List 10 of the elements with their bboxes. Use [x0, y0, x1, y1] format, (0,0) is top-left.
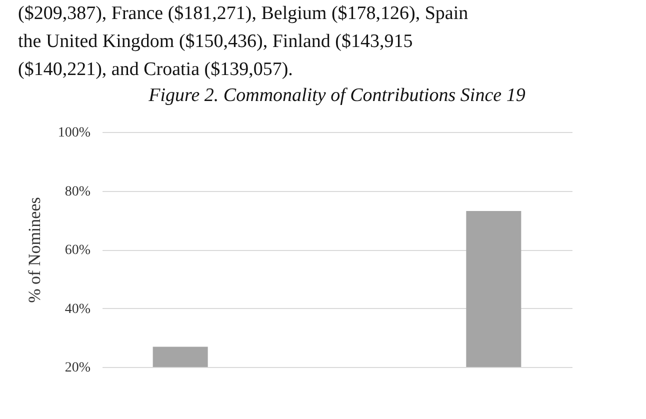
y-tick-label: 40%	[64, 302, 91, 317]
y-tick-label: 100%	[58, 126, 91, 140]
y-tick-label: 60%	[64, 243, 91, 258]
text: the United Kingdom ($150,436), Finland ($143,915	[18, 30, 414, 54]
chart-title: Figure 2. Commonality of Contributions Since 19	[148, 85, 526, 106]
text: ($209,387), France ($181,271), Belgium ($178,126), Spain	[18, 2, 470, 26]
y-tick-label: 20%	[64, 360, 91, 376]
y-tick-label: 80%	[64, 184, 91, 200]
y-axis-title: % of Nominees	[24, 197, 44, 303]
text: ($140,221), and Croatia ($139,057).	[18, 58, 294, 82]
